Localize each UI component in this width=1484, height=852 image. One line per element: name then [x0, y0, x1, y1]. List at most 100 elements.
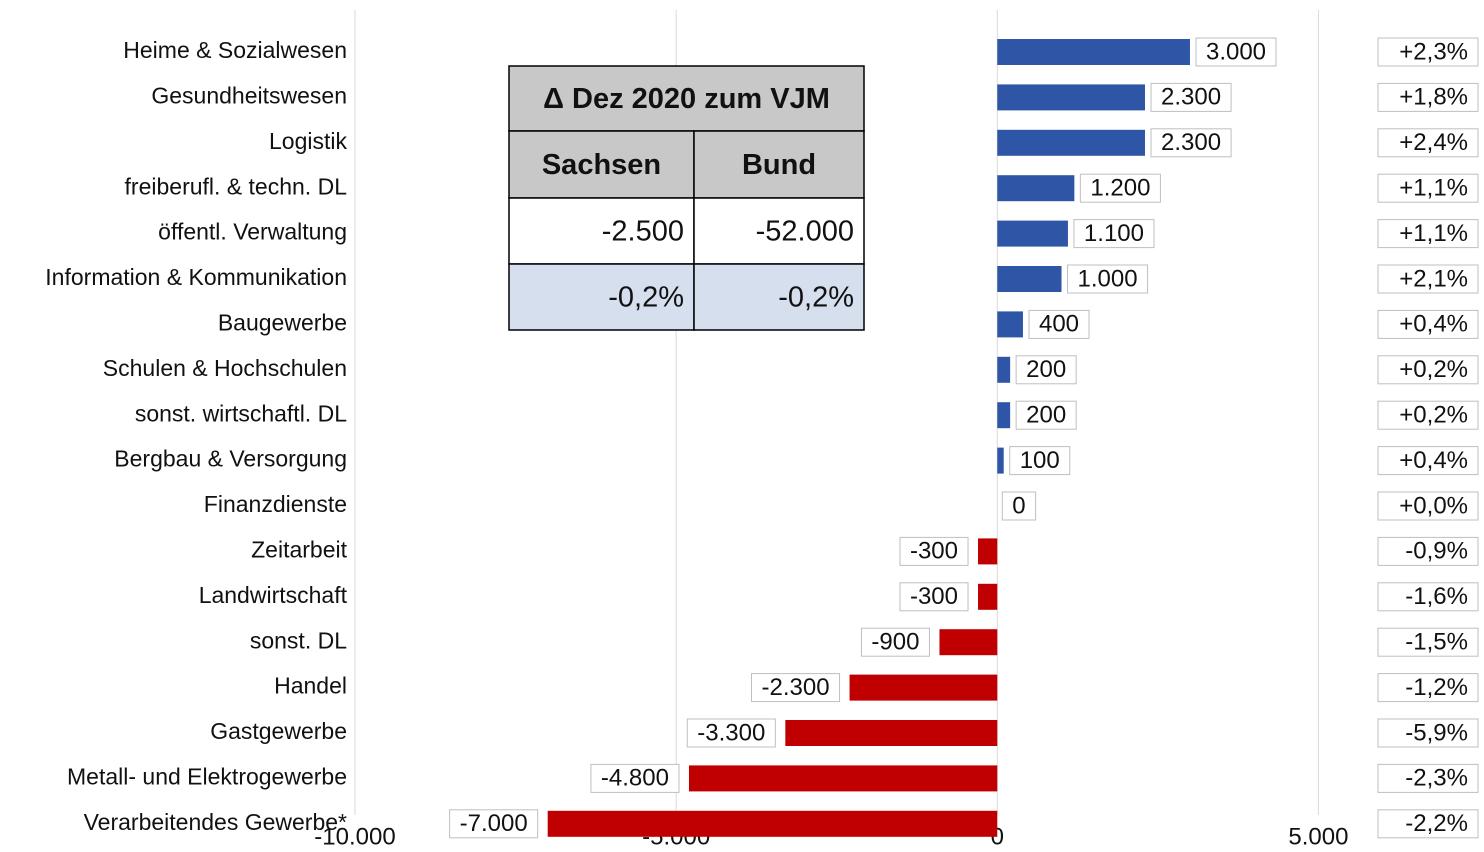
percent-label-box: [1377, 264, 1479, 294]
table-cell: [693, 130, 865, 199]
table-title: Δ Dez 2020 zum VJM: [543, 83, 830, 115]
percent-label: -2,3%: [1405, 765, 1468, 792]
table-value: -52.000: [756, 216, 854, 248]
x-tick-label: 5.000: [1288, 823, 1348, 850]
category-label: freiberufl. & techn. DL: [125, 173, 348, 199]
category-label: Zeitarbeit: [251, 536, 347, 562]
value-label-box: [1195, 37, 1277, 67]
value-label: 100: [1020, 447, 1060, 474]
percent-label-box: [1377, 309, 1479, 339]
bar: [997, 220, 1068, 247]
category-label: Information & Kommunikation: [45, 264, 347, 290]
category-label: Landwirtschaft: [199, 582, 348, 608]
category-label: sonst. DL: [250, 627, 347, 653]
bar: [997, 129, 1146, 156]
x-tick-label: -10.000: [314, 823, 395, 850]
table-title-cell: [508, 65, 865, 132]
value-label-box: [1150, 82, 1232, 112]
percent-label: +0,4%: [1399, 311, 1468, 338]
category-label: Verarbeitendes Gewerbe*: [84, 809, 347, 835]
percent-label-box: [1377, 582, 1479, 612]
bar: [997, 356, 1011, 383]
percent-label-box: [1377, 219, 1479, 249]
percent-label-box: [1377, 763, 1479, 793]
percent-label: +1,8%: [1399, 84, 1468, 111]
percent-label-box: [1377, 809, 1479, 839]
category-label: Bergbau & Versorgung: [114, 446, 347, 472]
percent-label: -1,6%: [1405, 583, 1468, 610]
percent-label: -0,9%: [1405, 538, 1468, 565]
table-cell: [508, 263, 695, 331]
value-label-box: [1001, 491, 1037, 521]
percent-label-box: [1377, 491, 1479, 521]
bar: [547, 810, 998, 837]
bar: [688, 765, 998, 792]
percent-label-box: [1377, 173, 1479, 203]
value-label-box: [1015, 400, 1077, 430]
value-label: 1.100: [1084, 220, 1144, 247]
value-label: 3.000: [1206, 38, 1266, 65]
percent-label: -2,2%: [1405, 810, 1468, 837]
category-label: sonst. wirtschaftl. DL: [135, 400, 347, 426]
value-label: 400: [1039, 311, 1079, 338]
bar: [849, 674, 998, 701]
percent-label-box: [1377, 355, 1479, 385]
value-label: -3.300: [697, 719, 765, 746]
value-label: -900: [871, 629, 919, 656]
percent-label-box: [1377, 400, 1479, 430]
table-value: -0,2%: [608, 282, 684, 314]
value-label: 1.200: [1090, 175, 1150, 202]
value-label: 2.300: [1161, 129, 1221, 156]
bar: [978, 583, 998, 610]
bar: [785, 720, 998, 746]
category-label: Baugewerbe: [218, 309, 347, 335]
percent-label: +0,0%: [1399, 492, 1468, 519]
table-cell: [693, 263, 865, 331]
value-label: -300: [910, 538, 958, 565]
bar: [997, 84, 1146, 111]
value-label-box: [899, 582, 969, 612]
percent-label-box: [1377, 446, 1479, 476]
value-label: 200: [1026, 356, 1066, 383]
percent-label: +1,1%: [1399, 175, 1468, 202]
percent-label-box: [1377, 536, 1479, 566]
category-label: Schulen & Hochschulen: [103, 355, 347, 381]
percent-label: +2,3%: [1399, 38, 1468, 65]
value-label-box: [449, 809, 539, 839]
percent-label: +2,1%: [1399, 265, 1468, 292]
percent-label-box: [1377, 673, 1479, 703]
percent-label-box: [1377, 37, 1479, 67]
category-label: Finanzdienste: [204, 491, 347, 517]
value-label-box: [750, 673, 841, 703]
bar: [978, 538, 998, 565]
value-label: -2.300: [761, 674, 829, 701]
value-label-box: [860, 627, 930, 657]
percent-label: +0,4%: [1399, 447, 1468, 474]
percent-label: -1,5%: [1405, 629, 1468, 656]
bar: [997, 402, 1011, 429]
value-label: -4.800: [601, 765, 669, 792]
bar: [997, 447, 1004, 474]
category-label: Logistik: [269, 128, 347, 154]
percent-label: -1,2%: [1405, 674, 1468, 701]
percent-label: +2,4%: [1399, 129, 1468, 156]
category-label: Metall- und Elektrogewerbe: [67, 763, 347, 789]
percent-label-box: [1377, 128, 1479, 158]
value-label: 0: [1012, 492, 1025, 519]
value-label-box: [1067, 264, 1149, 294]
table-value: -0,2%: [778, 282, 854, 314]
table-header: Bund: [742, 149, 816, 181]
value-label-box: [1079, 173, 1161, 203]
value-label-box: [1150, 128, 1232, 158]
table-value: -2.500: [602, 216, 684, 248]
percent-label-box: [1377, 82, 1479, 112]
category-label: Heime & Sozialwesen: [123, 37, 347, 63]
bar: [997, 266, 1062, 292]
bar: [997, 175, 1075, 202]
value-label-box: [1009, 446, 1071, 476]
category-label: Gastgewerbe: [210, 718, 347, 744]
percent-label: +0,2%: [1399, 402, 1468, 429]
value-label-box: [686, 718, 776, 748]
table-header: Sachsen: [542, 149, 661, 181]
